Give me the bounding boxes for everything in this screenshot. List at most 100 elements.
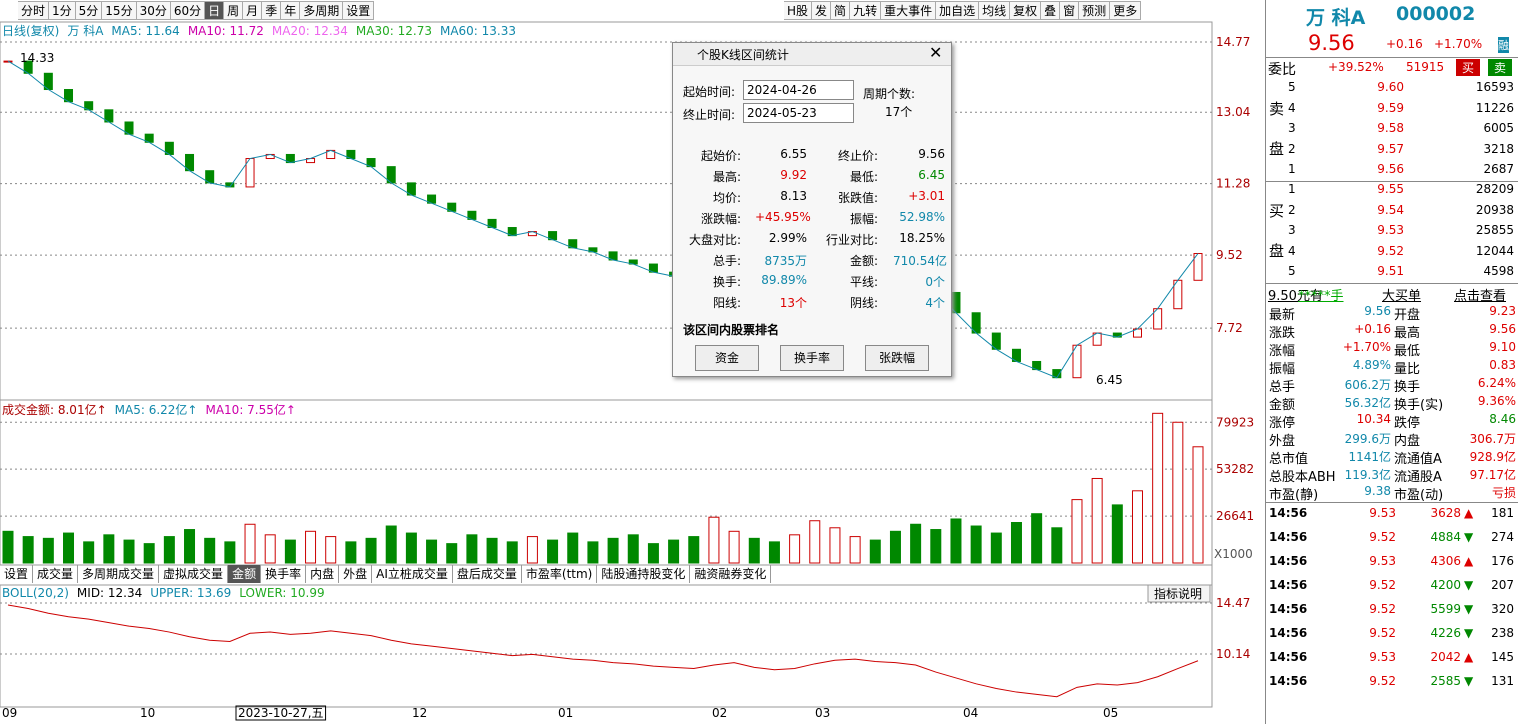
divider	[1266, 502, 1518, 503]
volume-bar	[688, 536, 700, 564]
trade-time: 14:56	[1269, 578, 1308, 592]
period-button[interactable]: 5分	[75, 1, 103, 20]
trade-volume: 4306	[1430, 554, 1461, 568]
y-tick-label: 7.72	[1216, 321, 1243, 335]
stat-value: 18.25%	[899, 231, 945, 245]
trade-time: 14:56	[1269, 602, 1308, 616]
indicator-tab[interactable]: 盘后成交量	[453, 565, 522, 583]
tool-button[interactable]: 简	[831, 1, 851, 20]
indicator-tab[interactable]: 市盈率(ttm)	[522, 565, 598, 583]
indicator-tab[interactable]: 换手率	[261, 565, 307, 583]
tool-button[interactable]: H股	[784, 1, 813, 20]
tool-button[interactable]: 发	[812, 1, 832, 20]
stock-name: 万 科A	[1306, 7, 1366, 29]
end-date[interactable]: 2024-05-23	[743, 103, 854, 123]
tool-button[interactable]: 加自选	[936, 1, 980, 20]
ma-legend: MA60: 13.33	[440, 24, 516, 38]
date-label: 2023-10-27,五	[238, 706, 324, 720]
volume-legend: 成交金额: 8.01亿↑	[2, 402, 107, 417]
indicator-tab[interactable]: 设置	[0, 565, 34, 583]
pct: +1.70%	[1434, 37, 1483, 51]
period-button[interactable]: 15分	[102, 1, 137, 20]
ma-legend: MA20: 12.34	[272, 24, 348, 38]
stat-label: 换手:	[712, 275, 741, 289]
volume-bar	[1152, 412, 1164, 564]
period-button[interactable]: 设置	[343, 1, 375, 20]
indicator-tab[interactable]: 虚拟成交量	[159, 565, 229, 583]
period-button[interactable]: 多周期	[300, 1, 344, 20]
tool-button[interactable]: 重大事件	[881, 1, 937, 20]
volume-bar	[547, 539, 559, 564]
boll-legend: LOWER: 10.99	[239, 586, 324, 600]
volume-bar	[1091, 477, 1103, 564]
volume-bar	[22, 536, 34, 564]
volume-bar	[990, 532, 1002, 564]
start-date[interactable]: 2024-04-26	[743, 80, 854, 100]
volume-bar	[567, 532, 579, 564]
stat-value: 1141亿	[1348, 450, 1391, 464]
stat-value: 13个	[779, 296, 807, 310]
trade-direction: ▼	[1464, 602, 1474, 616]
period-button[interactable]: 30分	[136, 1, 171, 20]
period-button[interactable]: 年	[281, 1, 301, 20]
period-button[interactable]: 周	[224, 1, 244, 20]
indicator-tab[interactable]: 融资融券变化	[690, 565, 772, 583]
indicator-tab[interactable]: AI立桩成交量	[372, 565, 453, 583]
tool-button[interactable]: 九转	[850, 1, 882, 20]
quote-panel: 万 科A 000002 9.56 +0.16 +1.70% 融 委比 +39.5…	[1265, 0, 1518, 724]
indicator-tab[interactable]: 成交量	[33, 565, 79, 583]
rank-button[interactable]: 资金	[695, 345, 759, 371]
period-button[interactable]: 1分	[49, 1, 76, 20]
side-label: 买	[1269, 202, 1285, 220]
indicator-tab[interactable]: 外盘	[339, 565, 373, 583]
stat-label: 换手(实)	[1394, 398, 1444, 413]
period-button[interactable]: 季	[262, 1, 282, 20]
tool-button[interactable]: 均线	[979, 1, 1011, 20]
panel-frame	[0, 21, 1213, 401]
sell-button[interactable]: 卖	[1488, 59, 1513, 76]
help-button[interactable]: 指标说明	[1154, 586, 1202, 601]
buy-button[interactable]: 买	[1456, 59, 1481, 76]
ma-legend: MA10: 11.72	[188, 24, 264, 38]
y-tick-label: 53282	[1216, 462, 1254, 476]
indicator-tab[interactable]: 内盘	[306, 565, 340, 583]
stat-label: 最新	[1269, 308, 1296, 323]
start-label: 起始时间:	[683, 85, 736, 99]
rank-button[interactable]: 张跌幅	[865, 345, 929, 371]
tool-button[interactable]: 叠	[1041, 1, 1061, 20]
period-button[interactable]: 日	[205, 1, 225, 20]
indicator-tab[interactable]: 陆股通持股变化	[597, 565, 691, 583]
big-order[interactable]: 点击查看	[1454, 289, 1507, 304]
trade-count: 176	[1491, 554, 1514, 568]
trade-direction: ▼	[1464, 626, 1474, 640]
close-button[interactable]: ✕	[929, 43, 943, 62]
change: +0.16	[1386, 37, 1423, 51]
stat-label: 流通值A	[1394, 452, 1442, 467]
stat-value: 9.36%	[1477, 394, 1516, 408]
level: 3	[1288, 121, 1296, 135]
y-tick-label: 26641	[1216, 509, 1254, 523]
tool-button[interactable]: 更多	[1110, 1, 1142, 20]
section-title: 该区间内股票排名	[683, 323, 780, 337]
tool-button[interactable]: 窗	[1060, 1, 1080, 20]
stat-label: 金额:	[849, 254, 878, 268]
rank-button[interactable]: 换手率	[780, 345, 844, 371]
indicator-tab[interactable]: 多周期成交量	[78, 565, 160, 583]
stat-label: 外盘	[1269, 434, 1296, 449]
period-button[interactable]: 月	[243, 1, 263, 20]
stat-label: 阴线:	[849, 296, 878, 310]
trade-count: 238	[1491, 626, 1514, 640]
y-tick-label: 14.47	[1216, 596, 1250, 610]
date-label: 12	[412, 706, 427, 720]
stat-label: 涨停	[1269, 416, 1296, 431]
period-button[interactable]: 分时	[18, 1, 50, 20]
period-button[interactable]: 60分	[170, 1, 206, 20]
weicha: 51915	[1406, 60, 1445, 74]
level: 1	[1288, 162, 1296, 176]
trade-time: 14:56	[1269, 506, 1308, 520]
tool-button[interactable]: 复权	[1010, 1, 1042, 20]
tool-button[interactable]: 预测	[1079, 1, 1111, 20]
indicator-tab[interactable]: 金额	[228, 565, 262, 583]
margin-tag: 融	[1498, 37, 1509, 53]
dialog-title: 个股K线区间统计	[697, 48, 789, 62]
